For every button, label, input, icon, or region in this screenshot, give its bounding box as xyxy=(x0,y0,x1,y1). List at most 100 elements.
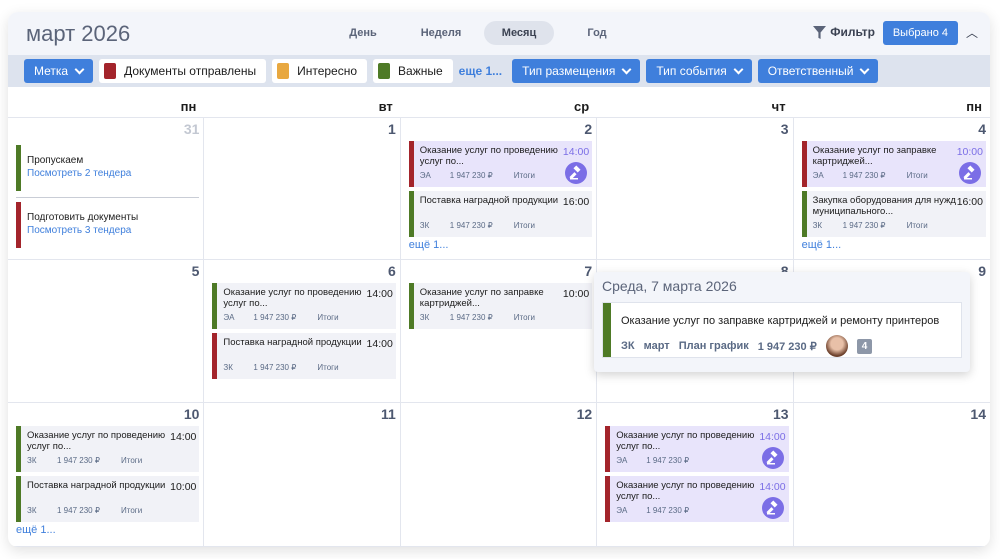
tab-view-0[interactable]: День xyxy=(349,27,377,39)
event-card[interactable]: Оказание услуг по заправке картриджей...… xyxy=(801,141,986,187)
task-link[interactable]: Посмотреть 3 тендера xyxy=(27,225,132,236)
event-card[interactable]: Оказание услуг по проведению услуг по...… xyxy=(605,426,789,472)
event-price: 1 947 230 ₽ xyxy=(449,221,493,230)
day-cell[interactable]: 12 xyxy=(400,403,598,547)
event-result: Итоги xyxy=(906,221,928,230)
event-meta: ЭА 1 947 230 ₽ Итоги xyxy=(813,171,986,180)
event-card[interactable]: Оказание услуг по заправке картриджей...… xyxy=(408,283,593,329)
filter-dropdown[interactable]: Тип размещения xyxy=(512,59,641,83)
tag-label: Важные xyxy=(398,64,443,78)
event-time: 14:00 xyxy=(366,288,393,300)
filter-dropdown[interactable]: Тип события xyxy=(646,59,752,83)
tab-view-2[interactable]: Месяц xyxy=(484,21,554,45)
more-tags-link[interactable]: еще 1... xyxy=(458,64,503,78)
event-card[interactable]: Закупка оборудования для нужд муниципаль… xyxy=(801,191,986,237)
event-card[interactable]: Оказание услуг по проведению услуг по...… xyxy=(408,141,593,187)
tab-view-3[interactable]: Год xyxy=(587,27,607,39)
popup-event-plan: План график xyxy=(678,340,749,352)
day-number: 10 xyxy=(183,406,200,422)
tag-color-swatch xyxy=(104,63,117,79)
event-result: Итоги xyxy=(906,171,928,180)
weekday-label: пн xyxy=(180,99,197,114)
event-card[interactable]: Оказание услуг по проведению услуг по...… xyxy=(212,283,396,329)
day-cell[interactable]: 2 Оказание услуг по проведению услуг по..… xyxy=(400,118,598,260)
day-cell[interactable]: 7 Оказание услуг по заправке картриджей..… xyxy=(400,260,598,403)
event-price: 1 947 230 ₽ xyxy=(842,171,886,180)
gavel-icon xyxy=(958,162,981,184)
chevron-down-icon xyxy=(733,64,744,74)
popup-event[interactable]: Оказание услуг по заправке картриджей и … xyxy=(602,302,962,358)
day-cell[interactable]: 11 xyxy=(204,403,401,547)
event-code: ЭА xyxy=(223,313,235,322)
event-title: Оказание услуг по проведению услуг по... xyxy=(223,287,362,309)
event-title: Оказание услуг по проведению услуг по... xyxy=(616,430,755,452)
tag-chip[interactable]: Документы отправлены xyxy=(99,59,267,83)
event-time: 10:00 xyxy=(170,481,197,493)
tag-chip[interactable]: Интересно xyxy=(272,59,368,83)
event-card[interactable]: Оказание услуг по проведению услуг по...… xyxy=(605,476,789,522)
popup-event-code: ЗК xyxy=(621,340,635,352)
label-color-bar xyxy=(16,476,21,522)
more-events-link[interactable]: ещё 1... xyxy=(16,524,56,536)
event-price: 1 947 230 ₽ xyxy=(449,313,493,322)
month-grid: 31 Пропускаем Посмотреть 2 тендера Подготов… xyxy=(8,118,990,547)
day-cell[interactable]: 10 Оказание услуг по проведению услуг по.… xyxy=(8,403,205,547)
event-result: Итоги xyxy=(513,221,535,230)
event-card[interactable]: Поставка наградной продукции ЗК 1 947 230 … xyxy=(16,476,200,522)
day-number: 6 xyxy=(388,263,396,279)
day-cell[interactable]: 14 xyxy=(793,403,990,547)
event-price: 1 947 230 ₽ xyxy=(57,456,100,465)
day-cell[interactable]: 6 Оказание услуг по проведению услуг по..… xyxy=(204,260,401,403)
avatar[interactable] xyxy=(825,335,848,357)
event-time: 10:00 xyxy=(562,288,590,300)
day-number: 7 xyxy=(584,263,593,279)
label-dropdown[interactable]: Метка xyxy=(24,59,94,83)
gavel-icon xyxy=(761,497,784,519)
task-body: Пропускаем Посмотреть 2 тендера xyxy=(21,145,199,191)
day-number: 12 xyxy=(576,406,593,422)
event-card[interactable]: Поставка наградной продукции ЗК 1 947 230 … xyxy=(212,333,396,379)
day-number: 9 xyxy=(978,263,986,279)
day-cell[interactable]: 4 Оказание услуг по заправке картриджей..… xyxy=(793,118,990,260)
event-meta: ЗК 1 947 230 ₽ Итоги xyxy=(27,456,199,465)
day-cell[interactable]: 3 xyxy=(597,118,794,260)
day-cell[interactable]: 5 xyxy=(8,260,205,403)
event-time: 10:00 xyxy=(956,146,983,158)
event-body: Поставка наградной продукции ЗК 1 947 230 … xyxy=(217,333,395,379)
event-result: Итоги xyxy=(513,313,535,322)
selected-button[interactable]: Выбрано 4 xyxy=(882,21,958,45)
event-time: 16:00 xyxy=(956,196,983,208)
event-meta: ЗК 1 947 230 ₽ Итоги xyxy=(420,221,592,230)
day-cell[interactable]: 9 xyxy=(793,260,990,403)
label-color-bar xyxy=(408,141,414,187)
day-cell[interactable]: 13 Оказание услуг по проведению услуг по.… xyxy=(597,403,794,547)
tag-chip[interactable]: Важные xyxy=(373,59,453,83)
filter-button[interactable]: Фильтр xyxy=(813,25,875,39)
task-item[interactable]: Пропускаем Посмотреть 2 тендера xyxy=(16,145,199,191)
popup-event-month: март xyxy=(643,340,670,352)
event-code: ЗК xyxy=(223,363,233,372)
more-events-link[interactable]: ещё 1... xyxy=(801,239,842,251)
day-number: 31 xyxy=(183,121,200,137)
event-title: Закупка оборудования для нужд муниципаль… xyxy=(812,195,956,217)
event-meta: ЭА 1 947 230 ₽ xyxy=(616,506,788,515)
more-events-link[interactable]: ещё 1... xyxy=(408,239,449,251)
event-result: Итоги xyxy=(513,171,535,180)
task-item[interactable]: Подготовить документы Посмотреть 3 тендер… xyxy=(16,202,199,248)
filter-bar: Метка Документы отправлены Интересно Важные… xyxy=(8,55,990,87)
filter-dropdown[interactable]: Ответственный xyxy=(757,59,879,83)
tab-view-1[interactable]: Неделя xyxy=(420,27,462,39)
day-number: 11 xyxy=(380,406,396,422)
label-color-bar xyxy=(16,426,21,472)
day-cell[interactable]: 1 xyxy=(204,118,401,260)
event-card[interactable]: Поставка наградной продукции ЗК 1 947 230 … xyxy=(408,191,593,237)
day-cell[interactable]: 31 Пропускаем Посмотреть 2 тендера Подготов… xyxy=(8,118,205,260)
task-link[interactable]: Посмотреть 2 тендера xyxy=(27,168,132,179)
day-number: 13 xyxy=(773,406,789,422)
label-color-bar xyxy=(16,202,21,248)
event-meta: ЗК 1 947 230 ₽ Итоги xyxy=(223,363,395,372)
label-color-bar xyxy=(212,283,218,329)
event-code: ЗК xyxy=(27,506,37,515)
event-card[interactable]: Оказание услуг по проведению услуг по...… xyxy=(16,426,200,472)
chevron-up-icon[interactable]: ︿ xyxy=(965,26,978,40)
